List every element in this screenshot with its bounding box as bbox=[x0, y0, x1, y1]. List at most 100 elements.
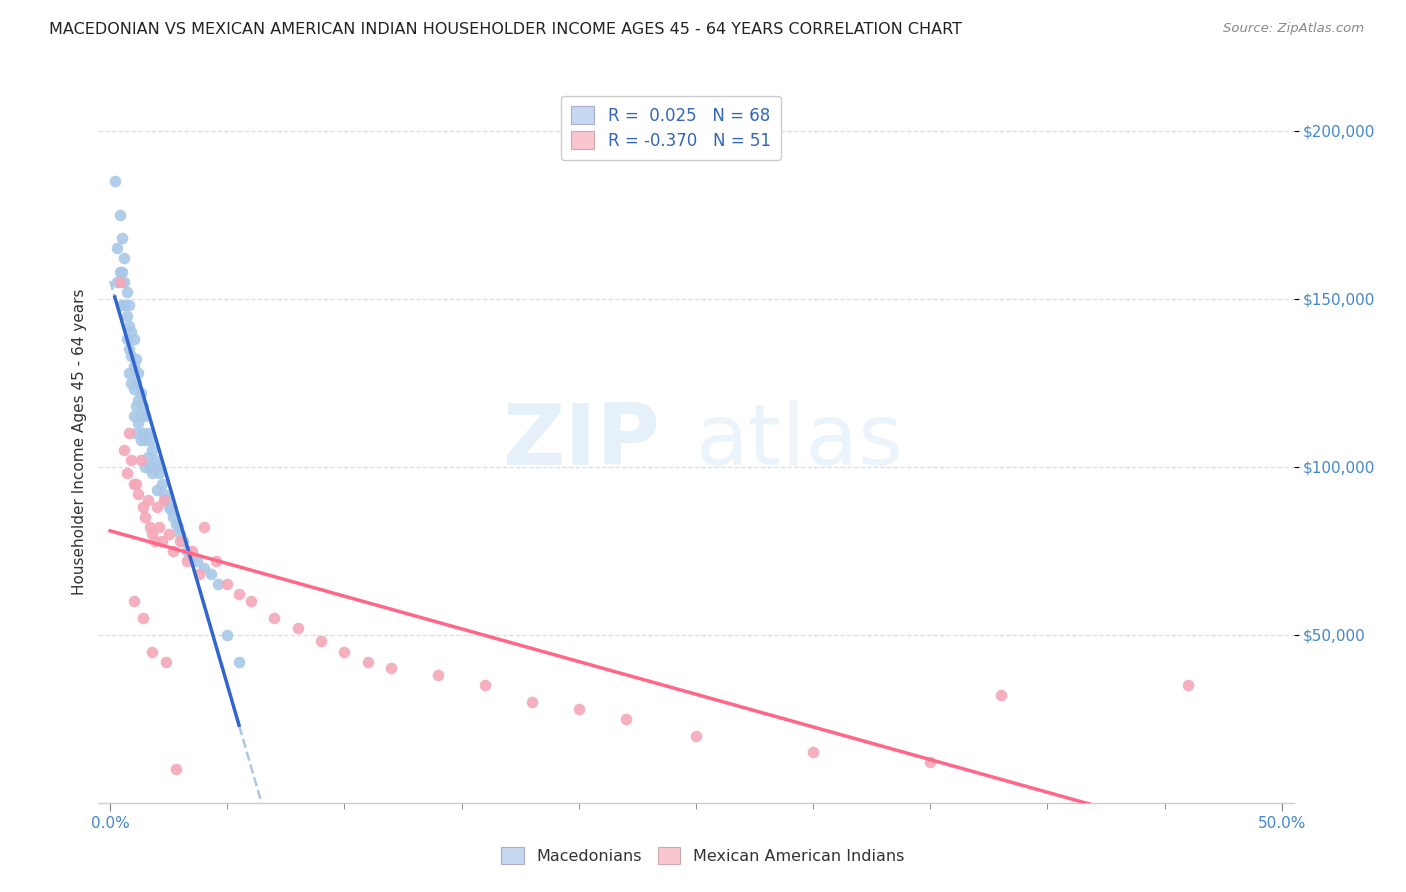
Point bbox=[132, 500, 155, 514]
Point bbox=[129, 385, 152, 400]
Text: atlas: atlas bbox=[696, 400, 904, 483]
Point bbox=[127, 486, 149, 500]
Point bbox=[118, 318, 141, 333]
Point bbox=[228, 587, 250, 601]
Point bbox=[134, 409, 156, 424]
Point bbox=[685, 729, 707, 743]
Point bbox=[204, 554, 226, 568]
Point bbox=[108, 275, 131, 289]
Point bbox=[112, 298, 135, 312]
Point bbox=[120, 326, 142, 340]
Point bbox=[141, 644, 163, 658]
Y-axis label: Householder Income Ages 45 - 64 years: Householder Income Ages 45 - 64 years bbox=[72, 288, 87, 595]
Point bbox=[132, 399, 155, 413]
Point bbox=[118, 366, 141, 380]
Point bbox=[118, 342, 141, 356]
Point bbox=[150, 476, 173, 491]
Point bbox=[134, 510, 156, 524]
Point bbox=[104, 174, 127, 188]
Point bbox=[155, 655, 177, 669]
Point bbox=[143, 453, 166, 467]
Point bbox=[920, 756, 942, 770]
Point bbox=[239, 594, 262, 608]
Point bbox=[200, 567, 222, 582]
Point bbox=[309, 634, 332, 648]
Point bbox=[162, 543, 184, 558]
Point bbox=[207, 577, 229, 591]
Point bbox=[162, 510, 184, 524]
Point bbox=[122, 359, 145, 373]
Point bbox=[120, 453, 142, 467]
Point bbox=[111, 265, 134, 279]
Point bbox=[217, 577, 239, 591]
Point bbox=[143, 533, 166, 548]
Point bbox=[357, 655, 380, 669]
Point bbox=[105, 241, 128, 255]
Point bbox=[176, 554, 198, 568]
Point bbox=[127, 366, 149, 380]
Point bbox=[167, 520, 190, 534]
Point bbox=[172, 533, 194, 548]
Point bbox=[217, 628, 239, 642]
Point bbox=[132, 426, 155, 441]
Point bbox=[188, 567, 211, 582]
Point bbox=[129, 409, 152, 424]
Point bbox=[141, 467, 163, 481]
Point bbox=[139, 520, 162, 534]
Point bbox=[136, 450, 159, 464]
Point bbox=[118, 426, 141, 441]
Legend: R =  0.025   N = 68, R = -0.370   N = 51: R = 0.025 N = 68, R = -0.370 N = 51 bbox=[561, 95, 780, 160]
Point bbox=[157, 500, 180, 514]
Point bbox=[129, 433, 152, 447]
Point bbox=[139, 433, 162, 447]
Point bbox=[146, 483, 169, 498]
Point bbox=[112, 275, 135, 289]
Point bbox=[148, 520, 170, 534]
Point bbox=[129, 453, 152, 467]
Point bbox=[153, 493, 176, 508]
Text: MACEDONIAN VS MEXICAN AMERICAN INDIAN HOUSEHOLDER INCOME AGES 45 - 64 YEARS CORR: MACEDONIAN VS MEXICAN AMERICAN INDIAN HO… bbox=[49, 22, 962, 37]
Point bbox=[115, 467, 138, 481]
Point bbox=[127, 392, 149, 407]
Point bbox=[228, 655, 250, 669]
Point bbox=[141, 527, 163, 541]
Point bbox=[112, 252, 135, 266]
Point bbox=[111, 298, 134, 312]
Point bbox=[160, 503, 183, 517]
Point bbox=[146, 459, 169, 474]
Point bbox=[141, 442, 163, 457]
Point bbox=[125, 376, 148, 390]
Point bbox=[108, 265, 131, 279]
Point bbox=[801, 745, 824, 759]
Point bbox=[568, 702, 591, 716]
Point bbox=[1177, 678, 1199, 692]
Point bbox=[139, 459, 162, 474]
Point bbox=[193, 520, 215, 534]
Point bbox=[132, 611, 155, 625]
Point bbox=[134, 433, 156, 447]
Point bbox=[380, 661, 402, 675]
Point bbox=[427, 668, 450, 682]
Point bbox=[127, 416, 149, 430]
Point bbox=[169, 533, 191, 548]
Point bbox=[155, 493, 177, 508]
Point bbox=[125, 352, 148, 367]
Point bbox=[122, 332, 145, 346]
Point bbox=[108, 208, 131, 222]
Point bbox=[176, 543, 198, 558]
Point bbox=[111, 231, 134, 245]
Point bbox=[148, 467, 170, 481]
Point bbox=[105, 275, 128, 289]
Point bbox=[169, 527, 191, 541]
Point bbox=[112, 442, 135, 457]
Point bbox=[136, 426, 159, 441]
Point bbox=[150, 533, 173, 548]
Point bbox=[115, 309, 138, 323]
Point bbox=[115, 332, 138, 346]
Point bbox=[287, 621, 309, 635]
Point bbox=[474, 678, 496, 692]
Point bbox=[990, 688, 1012, 702]
Point bbox=[120, 349, 142, 363]
Point bbox=[122, 409, 145, 424]
Point bbox=[122, 476, 145, 491]
